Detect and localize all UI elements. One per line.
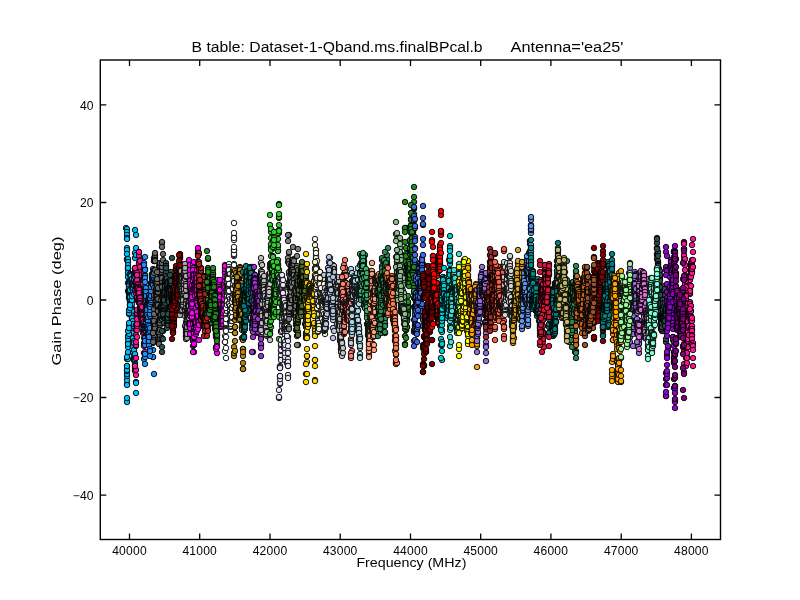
svg-text:47000: 47000 <box>604 544 639 558</box>
svg-text:40000: 40000 <box>112 544 147 558</box>
svg-text:B table: Dataset-1-Qband.ms.fi: B table: Dataset-1-Qband.ms.finalBPcal.b <box>192 38 483 55</box>
svg-text:43000: 43000 <box>323 544 358 558</box>
svg-text:0: 0 <box>87 294 94 308</box>
svg-text:41000: 41000 <box>182 544 217 558</box>
svg-text:−40: −40 <box>73 489 94 503</box>
svg-text:Frequency (MHz): Frequency (MHz) <box>356 556 466 570</box>
svg-text:48000: 48000 <box>674 544 709 558</box>
svg-text:20: 20 <box>80 196 94 210</box>
svg-text:40: 40 <box>80 99 94 113</box>
svg-text:46000: 46000 <box>534 544 569 558</box>
svg-text:−20: −20 <box>73 391 94 405</box>
svg-text:Antenna='ea25': Antenna='ea25' <box>511 38 624 55</box>
svg-text:45000: 45000 <box>463 544 498 558</box>
svg-text:42000: 42000 <box>253 544 288 558</box>
svg-text:Gain Phase (deg): Gain Phase (deg) <box>50 237 64 366</box>
